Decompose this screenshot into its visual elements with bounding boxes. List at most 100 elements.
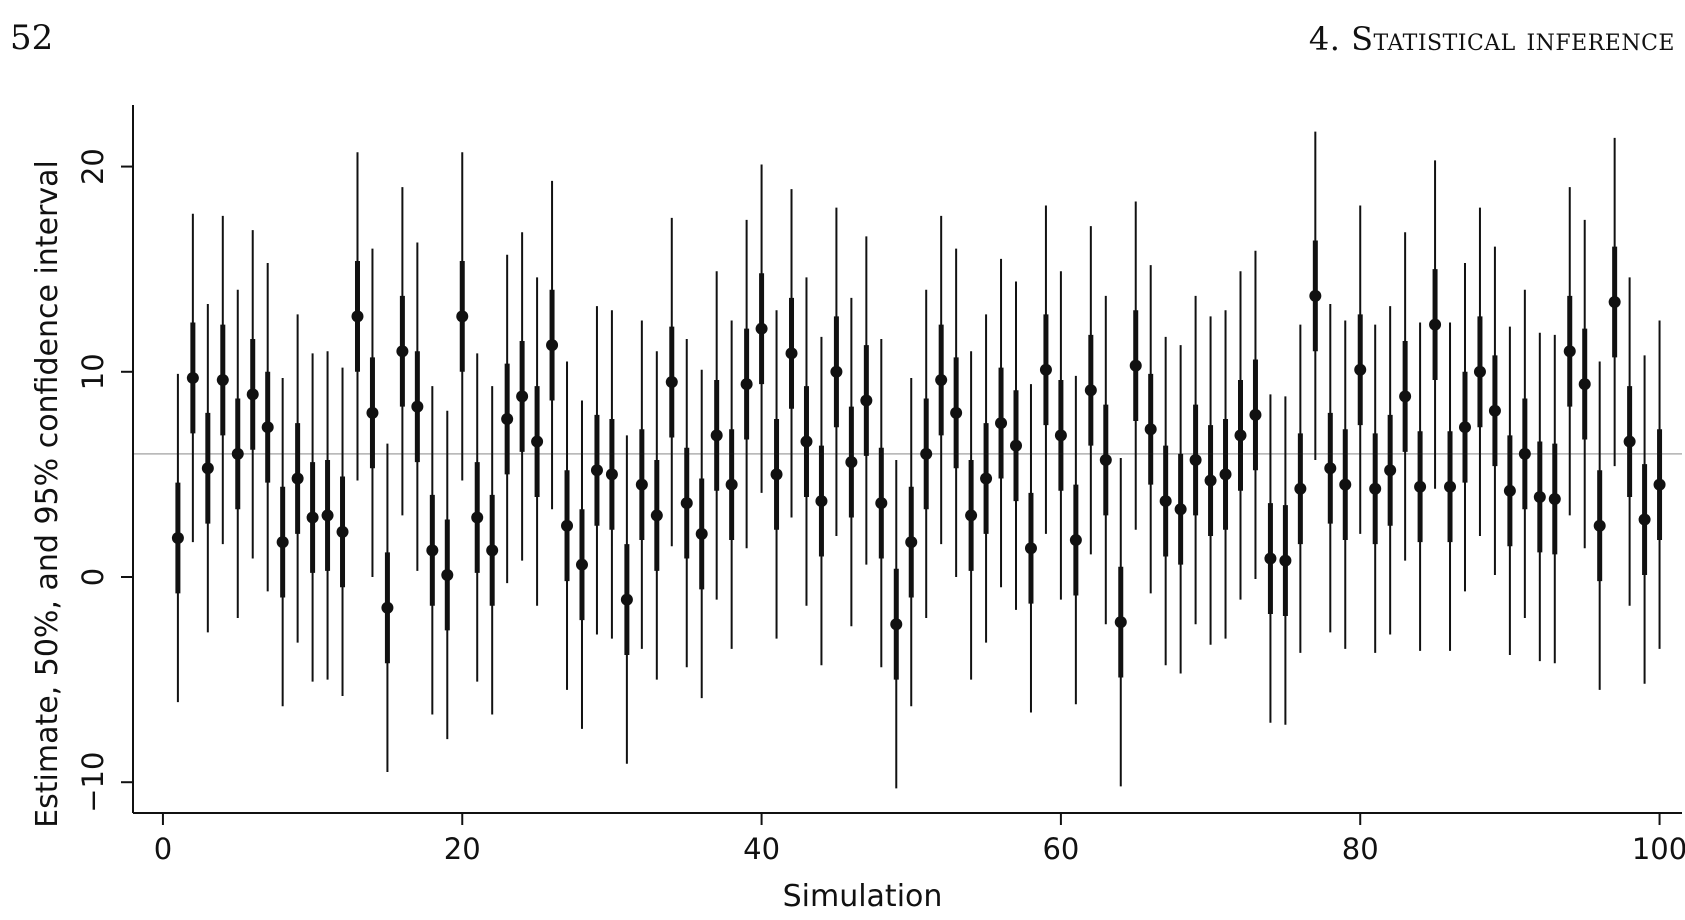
estimate-point — [1069, 534, 1082, 547]
estimate-point — [441, 568, 454, 581]
estimate-point — [1054, 429, 1067, 442]
estimate-point — [321, 509, 334, 522]
estimate-point — [216, 373, 229, 386]
estimate-point — [1099, 454, 1112, 467]
estimate-point — [905, 536, 918, 549]
estimate-point — [351, 310, 364, 323]
estimate-point — [1249, 408, 1262, 421]
estimate-point — [1159, 495, 1172, 508]
estimate-point — [755, 322, 768, 335]
estimate-point — [1309, 289, 1322, 302]
page-number: 52 — [10, 18, 54, 58]
estimate-point — [1189, 454, 1202, 467]
estimate-point — [680, 497, 693, 510]
estimate-point — [1578, 378, 1591, 391]
estimate-point — [665, 376, 678, 389]
estimate-point — [965, 509, 978, 522]
estimate-point — [1264, 552, 1277, 565]
estimate-point — [920, 447, 933, 460]
estimate-point — [650, 509, 663, 522]
estimate-point — [456, 310, 469, 323]
estimate-point — [1174, 503, 1187, 516]
running-head: 4. Statistical inference — [1308, 20, 1675, 58]
estimate-point — [1458, 421, 1471, 434]
estimate-point — [1444, 480, 1457, 493]
estimate-point — [995, 417, 1008, 430]
estimate-point — [306, 511, 319, 524]
estimate-point — [546, 339, 559, 352]
estimate-point — [396, 345, 409, 358]
y-tick-label: 0 — [76, 568, 110, 586]
estimate-point — [935, 373, 948, 386]
estimate-point — [1234, 429, 1247, 442]
estimate-point — [1638, 513, 1651, 526]
estimate-point — [531, 435, 544, 448]
estimate-point — [1354, 363, 1367, 376]
estimate-point — [800, 435, 813, 448]
estimate-point — [1429, 318, 1442, 331]
estimate-point — [1548, 493, 1561, 506]
estimate-point — [830, 365, 843, 378]
estimate-point — [171, 532, 184, 545]
estimate-point — [1518, 447, 1531, 460]
estimate-point — [1593, 519, 1606, 532]
estimate-point — [635, 478, 648, 491]
estimate-point — [620, 593, 633, 606]
estimate-point — [860, 394, 873, 407]
estimate-point — [201, 462, 214, 475]
estimate-point — [1608, 296, 1621, 309]
estimate-point — [366, 406, 379, 419]
estimate-point — [1294, 482, 1307, 495]
estimate-point — [1414, 480, 1427, 493]
estimate-point — [501, 412, 514, 425]
estimate-point — [950, 406, 963, 419]
estimate-point — [1279, 554, 1292, 567]
estimate-point — [291, 472, 304, 485]
y-tick-label: −10 — [76, 752, 110, 813]
estimate-point — [980, 472, 993, 485]
estimate-point — [516, 390, 529, 403]
x-tick-label: 0 — [154, 832, 172, 866]
estimate-point — [815, 495, 828, 508]
estimate-point — [1563, 345, 1576, 358]
estimate-point — [1399, 390, 1412, 403]
y-axis-label: Estimate, 50%, and 95% confidence interv… — [30, 160, 65, 828]
estimate-point — [1473, 365, 1486, 378]
estimate-point — [1144, 423, 1157, 436]
estimate-point — [1114, 616, 1127, 629]
estimate-point — [231, 447, 244, 460]
estimate-point — [186, 371, 199, 384]
estimate-point — [1503, 484, 1516, 497]
estimate-point — [1204, 474, 1217, 487]
estimate-point — [725, 478, 738, 491]
estimate-point — [1653, 478, 1666, 491]
estimate-point — [845, 456, 858, 469]
estimate-point — [1039, 363, 1052, 376]
y-tick-label: 10 — [76, 353, 110, 390]
estimate-point — [575, 558, 588, 571]
x-tick-label: 60 — [1042, 832, 1079, 866]
estimate-point — [1384, 464, 1397, 477]
x-axis-label: Simulation — [783, 879, 943, 914]
estimate-point — [1024, 542, 1037, 555]
estimate-point — [1533, 490, 1546, 503]
estimate-point — [1324, 462, 1337, 475]
estimate-point — [261, 421, 274, 434]
estimate-point — [411, 400, 424, 413]
estimate-point — [471, 511, 484, 524]
y-tick-label: 20 — [76, 148, 110, 185]
estimate-point — [381, 601, 394, 614]
estimate-point — [1219, 468, 1232, 481]
estimate-point — [875, 497, 888, 510]
estimate-point — [710, 429, 723, 442]
estimate-point — [1339, 478, 1352, 491]
estimate-point — [336, 525, 349, 538]
estimate-point — [740, 378, 753, 391]
estimate-point — [590, 464, 603, 477]
estimate-point — [1010, 439, 1023, 452]
estimate-point — [1623, 435, 1636, 448]
estimate-point — [276, 536, 289, 549]
estimate-point — [1129, 359, 1142, 372]
estimate-point — [426, 544, 439, 557]
